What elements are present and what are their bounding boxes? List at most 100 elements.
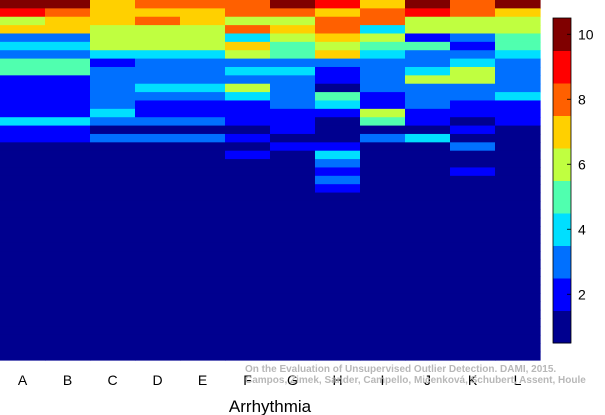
- heatmap-cell: [495, 142, 541, 152]
- heatmap-cell: [405, 25, 451, 35]
- heatmap-cell: [405, 8, 451, 18]
- heatmap-cell: [405, 259, 451, 269]
- heatmap-cell: [450, 83, 496, 93]
- heatmap-cell: [45, 117, 91, 127]
- heatmap-cell: [360, 343, 406, 353]
- heatmap-cell: [495, 242, 541, 252]
- heatmap-cell: [405, 83, 451, 93]
- heatmap-cell: [180, 175, 226, 185]
- heatmap-cell: [450, 259, 496, 269]
- heatmap-cell: [90, 159, 136, 169]
- heatmap-cell: [225, 309, 271, 319]
- heatmap-cell: [45, 108, 91, 118]
- heatmap-cell: [270, 159, 316, 169]
- heatmap-cell: [135, 226, 181, 236]
- heatmap-cell: [90, 217, 136, 227]
- heatmap-cell: [90, 226, 136, 236]
- heatmap-cell: [450, 267, 496, 277]
- heatmap-cell: [45, 234, 91, 244]
- heatmap-cell: [315, 242, 361, 252]
- heatmap-cell: [225, 192, 271, 202]
- heatmap-cell: [45, 267, 91, 277]
- heatmap-cell: [225, 0, 271, 9]
- heatmap-cell: [0, 192, 46, 202]
- heatmap-cell: [135, 259, 181, 269]
- heatmap-cell: [45, 326, 91, 336]
- heatmap-cell: [225, 284, 271, 294]
- heatmap-cell: [90, 343, 136, 353]
- heatmap-cell: [135, 16, 181, 26]
- heatmap-cell: [45, 125, 91, 135]
- heatmap-cell: [360, 217, 406, 227]
- heatmap-cell: [450, 25, 496, 35]
- heatmap-cell: [225, 259, 271, 269]
- heatmap-cell: [405, 125, 451, 135]
- heatmap-cell: [495, 209, 541, 219]
- heatmap-cell: [360, 50, 406, 60]
- heatmap-cell: [270, 184, 316, 194]
- colorbar-tick-label: 2: [578, 286, 586, 302]
- heatmap-cell: [360, 276, 406, 286]
- heatmap-cell: [450, 293, 496, 302]
- heatmap-cell: [0, 33, 46, 43]
- heatmap-cell: [0, 318, 46, 328]
- heatmap-cell: [45, 318, 91, 328]
- heatmap-cell: [450, 66, 496, 76]
- heatmap-cell: [450, 8, 496, 18]
- x-tick-label: G: [287, 372, 298, 388]
- heatmap-cell: [450, 200, 496, 210]
- heatmap-cell: [315, 159, 361, 169]
- heatmap-cell: [135, 175, 181, 185]
- heatmap-cell: [405, 284, 451, 294]
- heatmap-cell: [450, 334, 496, 344]
- heatmap-cell: [45, 309, 91, 319]
- heatmap-cell: [90, 117, 136, 127]
- heatmap-cell: [225, 334, 271, 344]
- x-tick-labels: A B C D E F G H I J K L: [18, 372, 522, 388]
- heatmap-cell: [0, 92, 46, 102]
- colorbar-segment: [553, 213, 571, 246]
- heatmap-cell: [0, 276, 46, 286]
- heatmap-cell: [180, 309, 226, 319]
- heatmap-cell: [270, 16, 316, 26]
- heatmap-cell: [0, 8, 46, 18]
- heatmap-cell: [45, 50, 91, 60]
- heatmap-cell: [45, 75, 91, 85]
- heatmap-cell: [180, 142, 226, 152]
- heatmap-cell: [360, 318, 406, 328]
- heatmap-cell: [360, 108, 406, 118]
- heatmap-cell: [225, 326, 271, 336]
- heatmap-cell: [270, 209, 316, 219]
- heatmap-cell: [315, 133, 361, 143]
- heatmap-cell: [135, 150, 181, 160]
- heatmap-cell: [225, 251, 271, 261]
- heatmap-cell: [315, 301, 361, 311]
- heatmap-cell: [90, 184, 136, 194]
- heatmap-cell: [360, 16, 406, 26]
- heatmap-cell: [405, 276, 451, 286]
- heatmap-cell: [0, 301, 46, 311]
- heatmap-cell: [450, 284, 496, 294]
- heatmap-cell: [270, 276, 316, 286]
- heatmap-cell: [315, 75, 361, 85]
- heatmap-cell: [0, 133, 46, 143]
- heatmap-cell: [495, 318, 541, 328]
- heatmap-cell: [0, 25, 46, 35]
- heatmap-cell: [45, 209, 91, 219]
- heatmap-cell: [270, 318, 316, 328]
- heatmap-cell: [225, 209, 271, 219]
- heatmap-cell: [180, 75, 226, 85]
- heatmap-cell: [405, 142, 451, 152]
- heatmap-cell: [405, 326, 451, 336]
- heatmap-cell: [45, 276, 91, 286]
- heatmap-cell: [450, 226, 496, 236]
- heatmap-cell: [135, 50, 181, 60]
- heatmap-cell: [495, 50, 541, 60]
- heatmap-cell: [135, 92, 181, 102]
- heatmap-cell: [0, 159, 46, 169]
- colorbar-tick-label: 4: [578, 221, 586, 237]
- heatmap-cell: [495, 150, 541, 160]
- heatmap-cell: [180, 209, 226, 219]
- heatmap-cell: [450, 108, 496, 118]
- heatmap-cell: [180, 167, 226, 177]
